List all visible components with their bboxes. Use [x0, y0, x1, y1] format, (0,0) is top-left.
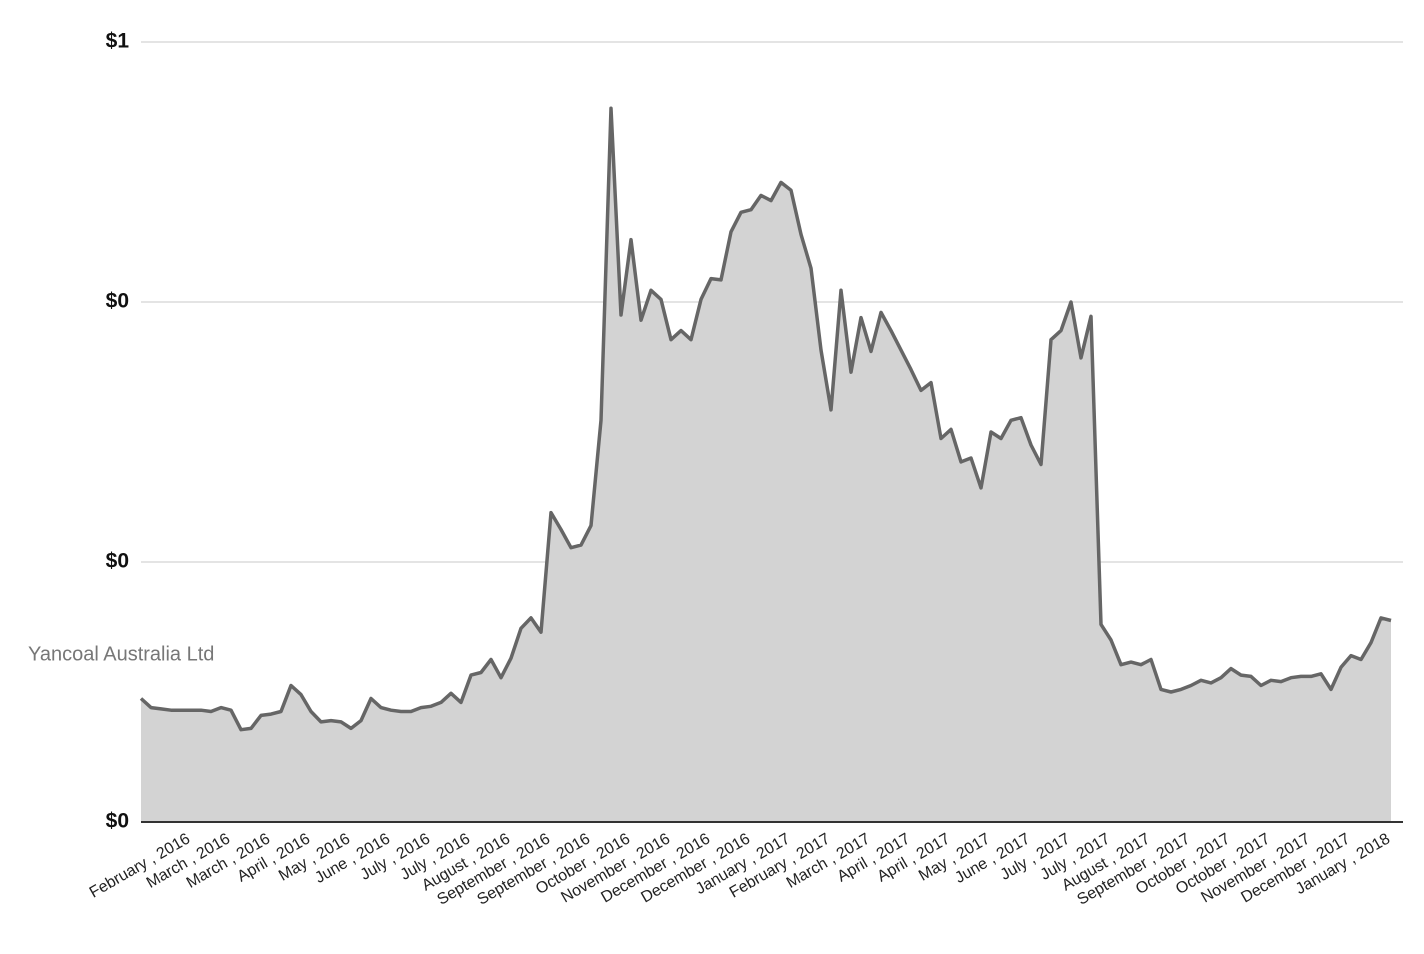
area [141, 108, 1391, 823]
y-tick-label: $1 [106, 30, 130, 53]
legend-label: Yancoal Australia Ltd [28, 643, 214, 665]
y-tick-label: $0 [106, 810, 129, 833]
line [139, 106, 1392, 732]
y-tick-label: $0 [106, 290, 129, 313]
y-tick-label: $0 [106, 550, 129, 573]
